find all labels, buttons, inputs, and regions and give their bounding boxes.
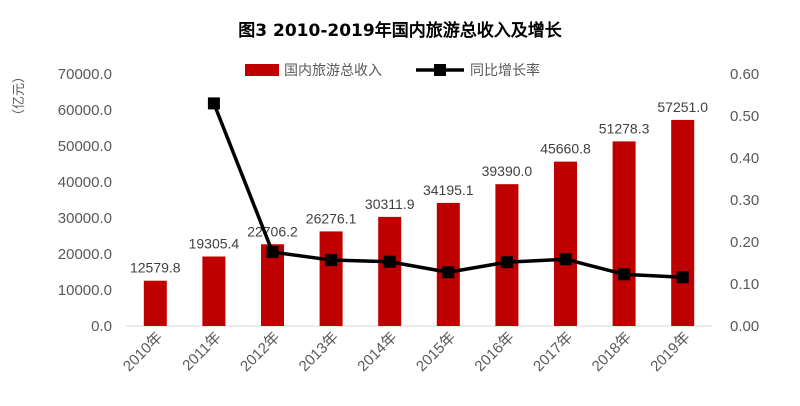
growth-rate-marker — [618, 268, 631, 281]
x-tick-label: 2019年 — [647, 329, 693, 375]
y2-tick-label: 0.60 — [730, 66, 759, 83]
growth-rate-marker — [500, 256, 513, 269]
right-y-axis: 0.00 0.10 0.20 0.30 0.40 0.50 0.60 — [730, 66, 759, 335]
growth-rate-marker — [383, 255, 396, 268]
x-tick-label: 2017年 — [530, 329, 576, 375]
left-y-axis: 0.0 10000.0 20000.0 30000.0 40000.0 50000.0 60… — [58, 66, 112, 335]
x-axis: 2010年 2011年 2012年 2013年 2014年 2015年 2016年 2017年… — [120, 329, 694, 375]
growth-rate-marker — [325, 254, 338, 267]
chart-title: 图3 2010-2019年国内旅游总收入及增长 — [238, 20, 562, 41]
growth-rate-marker — [266, 246, 279, 259]
y-axis-unit-label: （亿元） — [12, 70, 27, 122]
x-tick-label: 2014年 — [354, 329, 400, 375]
bar — [495, 184, 519, 326]
bar — [671, 119, 695, 327]
bar — [378, 216, 402, 326]
bar-value-label: 30311.9 — [365, 196, 415, 212]
bar — [202, 256, 226, 326]
bar — [612, 141, 636, 326]
growth-rate-marker — [676, 271, 689, 284]
bar-value-label: 57251.0 — [657, 99, 708, 115]
bar-value-label: 19305.4 — [189, 236, 240, 252]
y2-tick-label: 0.50 — [730, 108, 759, 125]
bar — [143, 280, 167, 326]
bar-value-label: 22706.2 — [247, 223, 298, 239]
growth-rate-marker — [207, 97, 220, 110]
y-tick-label: 10000.0 — [58, 282, 112, 299]
bar-value-label: 34195.1 — [423, 182, 474, 198]
x-tick-label: 2012年 — [237, 329, 283, 375]
y2-tick-label: 0.20 — [730, 234, 759, 251]
y-tick-label: 50000.0 — [58, 138, 112, 155]
legend: 国内旅游总收入 同比增长率 — [245, 62, 540, 79]
x-tick-label: 2015年 — [413, 329, 459, 375]
x-tick-label: 2013年 — [296, 329, 342, 375]
y-tick-label: 20000.0 — [58, 246, 112, 263]
y-tick-label: 60000.0 — [58, 102, 112, 119]
y2-tick-label: 0.40 — [730, 150, 759, 167]
x-tick-label: 2016年 — [472, 329, 518, 375]
x-tick-label: 2018年 — [589, 329, 635, 375]
bar-value-label: 39390.0 — [482, 163, 533, 179]
y2-tick-label: 0.10 — [730, 276, 759, 293]
bars-group — [143, 119, 695, 327]
x-tick-label: 2011年 — [179, 329, 224, 374]
bar-value-label: 45660.8 — [540, 141, 591, 157]
legend-swatch-growth-marker — [434, 64, 446, 76]
bar — [261, 244, 284, 326]
y2-tick-label: 0.00 — [730, 318, 759, 335]
legend-label-revenue: 国内旅游总收入 — [284, 63, 382, 79]
x-tick-label: 2010年 — [120, 329, 166, 375]
bar-value-label: 51278.3 — [599, 120, 650, 136]
y-tick-label: 30000.0 — [58, 210, 112, 227]
bar-labels-group: 12579.8 19305.4 22706.2 26276.1 30311.9 34195… — [130, 99, 708, 276]
legend-label-growth: 同比增长率 — [470, 62, 540, 79]
bar-value-label: 26276.1 — [306, 210, 357, 226]
growth-rate-marker — [442, 266, 455, 279]
bar — [554, 161, 577, 326]
bar-value-label: 12579.8 — [130, 260, 181, 276]
bar — [319, 231, 343, 326]
y-tick-label: 70000.0 — [58, 66, 112, 83]
bar — [436, 202, 460, 326]
growth-rate-marker — [559, 253, 572, 266]
y2-tick-label: 0.30 — [730, 192, 759, 209]
legend-swatch-revenue — [245, 64, 279, 76]
y-tick-label: 0.0 — [91, 318, 112, 335]
growth-line-group — [207, 97, 689, 284]
y-tick-label: 40000.0 — [58, 174, 112, 191]
